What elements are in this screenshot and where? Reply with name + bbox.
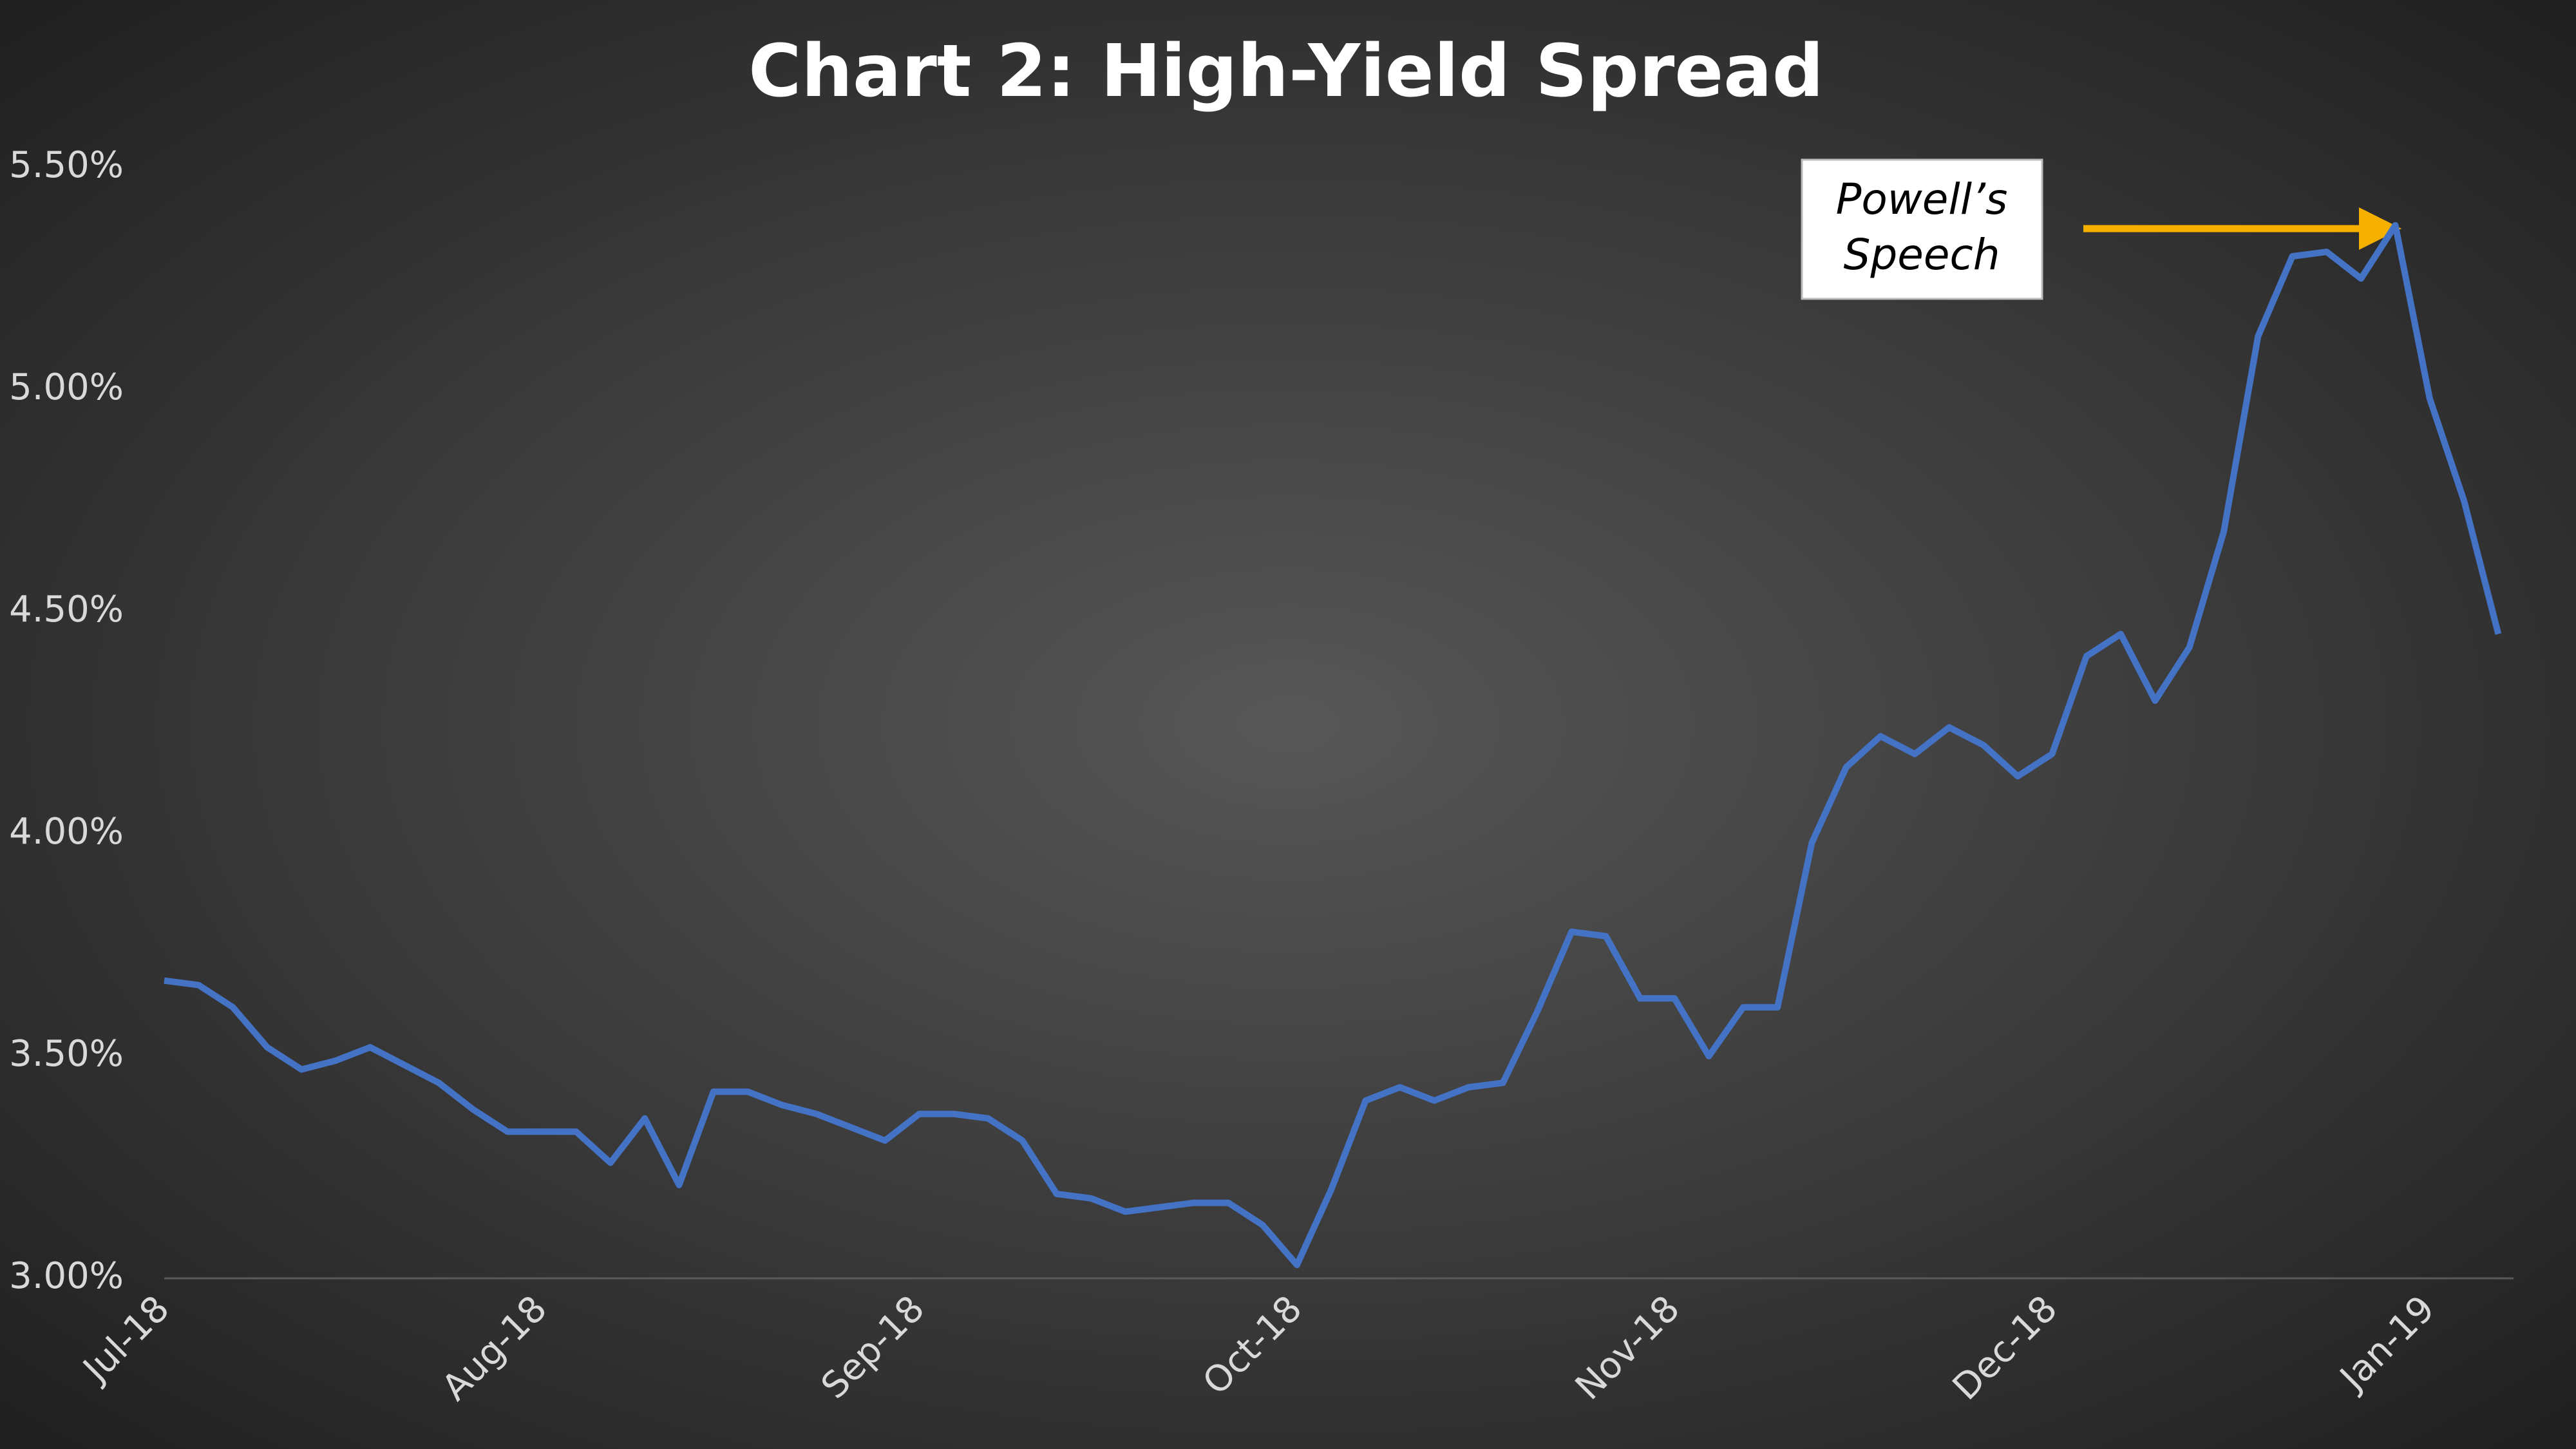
y-tick-label: 4.00% (9, 811, 124, 853)
annotation-text: Powell’s (1836, 175, 2008, 224)
y-tick-label: 4.50% (9, 589, 124, 630)
series-line (164, 222, 2502, 1269)
y-tick-label: 3.50% (9, 1033, 124, 1075)
annotation-text: Speech (1843, 230, 2000, 279)
chart-title: Chart 2: High-Yield Spread (748, 30, 1824, 113)
y-tick-label: 3.00% (9, 1255, 124, 1297)
y-tick-label: 5.50% (9, 144, 124, 186)
annotation-box (1801, 158, 2043, 300)
y-tick-label: 5.00% (9, 366, 124, 408)
